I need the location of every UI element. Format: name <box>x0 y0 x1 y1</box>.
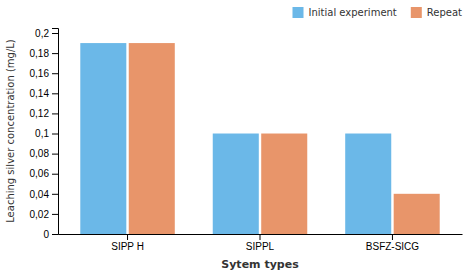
y-tick: 0,02 <box>30 209 58 220</box>
x-tick-mark <box>260 234 261 240</box>
bar-series <box>80 43 391 234</box>
x-axis: SIPP H SIPPL BSFZ-SICG <box>59 234 463 252</box>
y-axis: 0 0,02 0,04 0,06 0,08 0,1 0,12 0,14 0,16 0,18 0,2 <box>30 28 59 240</box>
y-tick-mark <box>52 134 58 135</box>
y-tick-mark <box>52 234 58 235</box>
x-tick-label: SIPPL <box>246 241 275 252</box>
y-tick: 0,04 <box>30 189 58 200</box>
y-tick-mark <box>52 53 58 54</box>
y-tick: 0,2 <box>35 28 58 39</box>
legend-swatch <box>293 7 304 18</box>
bar <box>394 194 440 234</box>
y-axis-title: Leaching silver concentration (mg/L) <box>5 39 16 223</box>
legend-label: Initial experiment <box>309 7 397 18</box>
chart: 0 0,02 0,04 0,06 0,08 0,1 0,12 0,14 0,16 0,18 0,2 S… <box>0 0 474 274</box>
x-tick-label: BSFZ-SICG <box>366 241 420 252</box>
y-tick: 0 <box>43 229 58 240</box>
y-tick-mark <box>52 73 58 74</box>
y-tick-label: 0,16 <box>30 68 50 79</box>
y-tick: 0,08 <box>30 148 58 159</box>
x-tick: BSFZ-SICG <box>366 234 420 252</box>
y-tick: 0,14 <box>30 88 58 99</box>
y-tick-mark <box>52 93 58 94</box>
y-tick-label: 0,08 <box>30 148 50 159</box>
y-tick: 0,16 <box>30 68 58 79</box>
x-tick-mark <box>392 234 393 240</box>
bar <box>345 134 391 234</box>
y-tick-mark <box>52 194 58 195</box>
bar-series <box>129 43 440 234</box>
legend-label: Repeat <box>427 7 462 18</box>
y-tick-mark <box>52 33 58 34</box>
y-tick: 0,1 <box>35 128 58 139</box>
bar <box>80 43 126 234</box>
y-tick-mark <box>52 174 58 175</box>
bar <box>129 43 175 234</box>
y-tick-label: 0,06 <box>30 168 50 179</box>
x-tick: SIPPL <box>246 234 275 252</box>
legend: Initial experiment Repeat <box>293 7 463 18</box>
y-tick-mark <box>52 154 58 155</box>
legend-swatch <box>411 7 422 18</box>
bar <box>261 134 307 234</box>
bar <box>213 134 259 234</box>
legend-item: Initial experiment <box>293 7 397 18</box>
y-axis-line <box>52 29 59 235</box>
y-tick-label: 0,1 <box>35 128 49 139</box>
y-tick-label: 0 <box>43 229 49 240</box>
y-tick-label: 0,2 <box>35 28 49 39</box>
x-axis-title: Sytem types <box>221 258 299 271</box>
bars <box>80 43 439 234</box>
x-tick-mark <box>127 234 128 240</box>
y-tick-label: 0,18 <box>30 48 50 59</box>
legend-item: Repeat <box>411 7 462 18</box>
y-tick-label: 0,02 <box>30 209 50 220</box>
y-tick: 0,06 <box>30 168 58 179</box>
y-tick-mark <box>52 113 58 114</box>
y-tick-mark <box>52 214 58 215</box>
y-tick: 0,12 <box>30 108 58 119</box>
plot: 0 0,02 0,04 0,06 0,08 0,1 0,12 0,14 0,16 0,18 0,2 S… <box>30 28 463 252</box>
y-tick-label: 0,14 <box>30 88 50 99</box>
x-tick: SIPP H <box>111 234 144 252</box>
y-tick-label: 0,12 <box>30 108 50 119</box>
x-tick-label: SIPP H <box>111 241 144 252</box>
y-tick-label: 0,04 <box>30 189 50 200</box>
y-tick: 0,18 <box>30 48 58 59</box>
